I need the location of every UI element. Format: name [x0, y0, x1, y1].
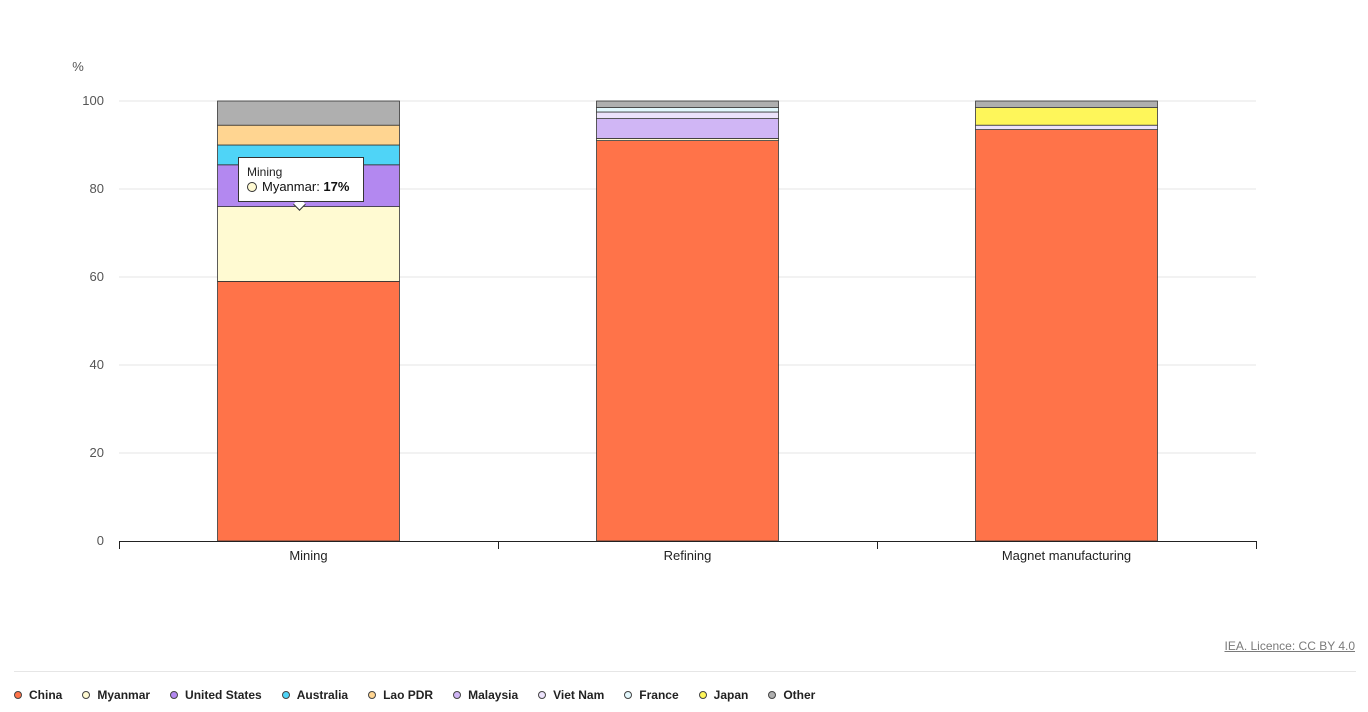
legend-swatch-icon: [368, 691, 377, 699]
tooltip-separator: :: [316, 179, 324, 194]
stacked-bar-chart: 0 20 40 60 80 100% Mining Refining Magnet manufa…: [72, 59, 1257, 563]
legend-swatch-icon: [281, 691, 290, 699]
tooltip-category: Mining: [247, 165, 283, 179]
bar-segment-refining-other[interactable]: [596, 100, 779, 108]
legend-swatch-icon: [82, 691, 91, 699]
bar-segment-refining-france[interactable]: [596, 107, 779, 113]
legend-swatch-icon: [14, 691, 22, 699]
legend-item-viet-nam[interactable]: Viet Nam: [538, 688, 604, 702]
y-tick-label: 40: [90, 357, 104, 372]
y-tick-label: 100: [82, 93, 104, 108]
legend-item-lao-pdr[interactable]: Lao PDR: [368, 688, 433, 702]
bar-segment-mining-china[interactable]: [217, 280, 400, 542]
axes: 0 20 40 60 80 100% Mining Refining Magnet manufa…: [72, 59, 1257, 563]
tooltip-swatch-icon: [247, 182, 257, 192]
legend-label: Myanmar: [97, 688, 151, 702]
legend-swatch-icon: [624, 691, 633, 699]
y-tick-label: 60: [90, 269, 104, 284]
legend-label: France: [639, 688, 679, 702]
legend-label: Malaysia: [468, 688, 519, 702]
bar-segment-magnet-manufacturing-viet-nam[interactable]: [975, 124, 1158, 130]
legend-swatch-icon: [538, 691, 547, 699]
y-tick-label: 0: [97, 533, 104, 548]
legend-item-malaysia[interactable]: Malaysia: [453, 688, 518, 702]
bar-segment-refining-malaysia[interactable]: [596, 118, 779, 139]
legend-label: Viet Nam: [553, 688, 605, 702]
tooltip-series: Myanmar: [262, 179, 317, 194]
legend: China Myanmar United States Australia Lao PD…: [14, 688, 835, 702]
x-tick-label: Mining: [289, 548, 327, 563]
bar-segment-mining-other[interactable]: [217, 100, 400, 126]
bar-segment-refining-china[interactable]: [596, 140, 779, 542]
tooltip-value: 17%: [323, 179, 350, 194]
legend-swatch-icon: [453, 691, 462, 699]
legend-label: Other: [783, 688, 816, 702]
credit-link[interactable]: IEA. Licence: CC BY 4.0: [1224, 639, 1355, 653]
legend-label: Japan: [713, 688, 749, 702]
legend-swatch-icon: [170, 691, 179, 699]
y-axis-label: %: [72, 59, 84, 74]
x-tick-label: Refining: [664, 548, 712, 563]
tooltip-row: Myanmar: 17%: [247, 179, 355, 195]
legend-swatch-icon: [698, 691, 707, 699]
legend-item-france[interactable]: France: [624, 688, 679, 702]
legend-item-australia[interactable]: Australia: [281, 688, 349, 702]
y-tick-label: 20: [90, 445, 104, 460]
tooltip: Mining Myanmar: 17%: [238, 157, 364, 202]
bar-segment-magnet-manufacturing-japan[interactable]: [975, 107, 1158, 126]
bar-segment-mining-lao-pdr[interactable]: [217, 124, 400, 146]
legend-item-united-states[interactable]: United States: [170, 688, 262, 702]
legend-label: United States: [185, 688, 262, 702]
legend-swatch-icon: [768, 691, 777, 699]
legend-label: Australia: [296, 688, 349, 702]
legend-item-china[interactable]: China: [14, 688, 62, 702]
bar-segment-refining-viet-nam[interactable]: [596, 111, 779, 119]
legend-label: China: [29, 688, 63, 702]
legend-label: Lao PDR: [383, 688, 434, 702]
bar-segment-magnet-manufacturing-china[interactable]: [975, 129, 1158, 542]
legend-item-other[interactable]: Other: [768, 688, 815, 702]
x-tick-label: Magnet manufacturing: [1002, 548, 1131, 563]
legend-item-japan[interactable]: Japan: [698, 688, 749, 702]
bar-segment-magnet-manufacturing-other[interactable]: [975, 100, 1158, 108]
legend-divider: [14, 671, 1356, 672]
legend-item-myanmar[interactable]: Myanmar: [82, 688, 150, 702]
bar-segment-mining-myanmar[interactable]: [217, 206, 400, 282]
y-tick-label: 80: [90, 181, 104, 196]
